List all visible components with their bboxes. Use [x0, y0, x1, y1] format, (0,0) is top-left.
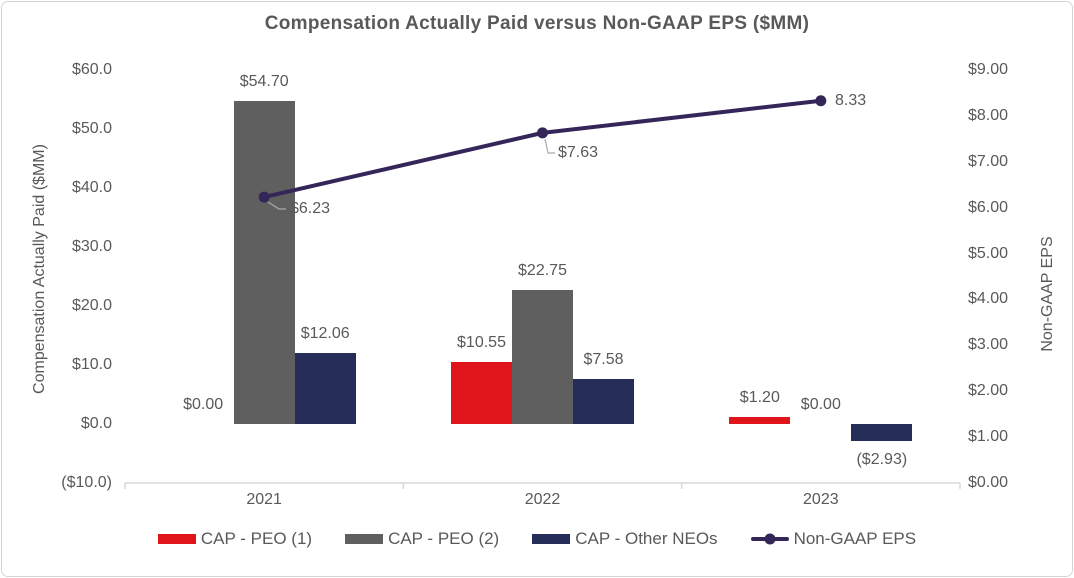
left-axis-tick: $0.0 [80, 415, 112, 432]
legend-label: CAP - PEO (1) [200, 529, 313, 548]
data-label: $7.58 [583, 351, 624, 369]
left-axis-tick: $30.0 [71, 238, 112, 255]
right-axis-tick: $6.00 [968, 198, 1009, 216]
data-label: $1.20 [739, 388, 780, 406]
bar-cap-other-neos-2023 [851, 424, 913, 442]
x-axis-label-2023: 2023 [803, 491, 839, 508]
right-axis-tick: $2.00 [968, 382, 1009, 400]
legend: CAP - PEO (1) CAP - PEO (2) CAP - Other NE… [2, 529, 1072, 549]
left-axis-tick: ($10.0) [61, 474, 112, 491]
legend-label: CAP - Other NEOs [575, 529, 718, 548]
legend-label: CAP - PEO (2) [388, 529, 500, 548]
legend-bar-swatch [345, 534, 384, 544]
right-axis-tick: $0.00 [968, 474, 1009, 491]
bar-cap-other-neos-2021 [294, 352, 356, 424]
data-label: $54.70 [239, 73, 289, 91]
data-label: $10.55 [457, 333, 506, 351]
left-axis-tick: $40.0 [71, 179, 112, 196]
line-data-label: $6.23 [290, 200, 331, 217]
data-label: ($2.93) [856, 451, 908, 469]
left-axis-tick: $50.0 [71, 120, 112, 137]
right-axis-tick: $4.00 [968, 290, 1009, 308]
bar-cap-peo-1--2022 [451, 361, 512, 424]
legend-label: Non-GAAP EPS [793, 529, 917, 548]
bar-cap-peo-2--2022 [512, 289, 573, 424]
legend-bar-swatch [157, 534, 196, 544]
right-axis-tick: $3.00 [968, 336, 1009, 354]
data-label: $0.00 [183, 396, 224, 413]
legend-item-cap-peo-1-: CAP - PEO (1) [157, 529, 313, 549]
bar-cap-peo-1--2023 [729, 416, 791, 424]
legend-item-cap-peo-2-: CAP - PEO (2) [345, 529, 499, 549]
data-label: $12.06 [300, 324, 350, 342]
bar-cap-other-neos-2022 [573, 379, 634, 424]
data-label: $0.00 [800, 396, 841, 413]
x-axis-label-2022: 2022 [524, 491, 561, 508]
line-data-label: $7.63 [558, 144, 599, 161]
legend-item-non-gaap-eps: Non-GAAP EPS [750, 529, 917, 549]
legend-item-cap-other-neos: CAP - Other NEOs [532, 529, 718, 549]
legend-bar-swatch [532, 534, 571, 544]
right-axis-tick: $1.00 [968, 428, 1009, 446]
data-label: $22.75 [518, 261, 567, 279]
line-data-label: 8.33 [835, 92, 867, 109]
bar-cap-peo-2--2021 [233, 101, 295, 424]
right-axis-tick: $5.00 [968, 244, 1009, 262]
left-axis-tick: $60.0 [71, 61, 112, 78]
right-axis-tick: $8.00 [968, 106, 1009, 124]
legend-line-swatch [750, 533, 789, 545]
right-axis-tick: $7.00 [968, 152, 1009, 170]
right-axis-tick: $9.00 [968, 61, 1009, 78]
x-axis-label-2021: 2021 [246, 491, 282, 508]
chart-title: Compensation Actually Paid versus Non-GA… [264, 13, 810, 34]
left-axis-tick: $20.0 [71, 297, 112, 314]
left-axis-tick: $10.0 [71, 356, 112, 373]
